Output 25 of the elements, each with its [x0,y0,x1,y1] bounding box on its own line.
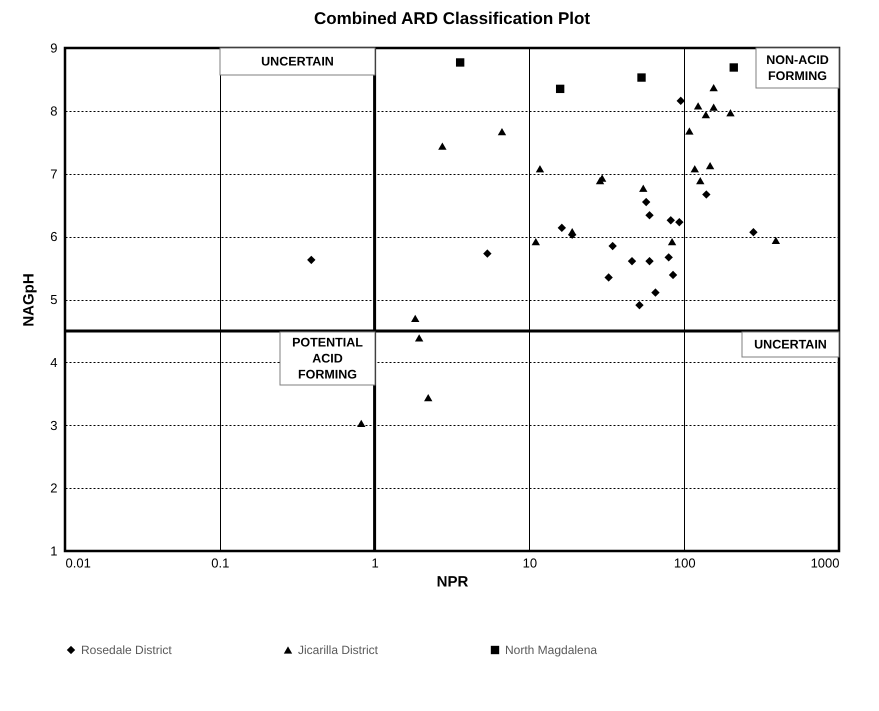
x-tick-label: 100 [674,556,696,570]
annotation: POTENTIAL ACID FORMING [292,336,364,382]
y-tick-label: 3 [50,418,58,433]
x-tick-label: 1000 [810,556,840,570]
x-tick-label: 1 [371,556,379,570]
y-tick-label: 7 [50,166,58,182]
legend-label: Jicarilla District [298,643,379,657]
legend-label: North Magdalena [505,643,598,657]
y-tick-label: 2 [50,480,58,496]
annotation: NON-ACID FORMING [766,53,829,83]
y-tick-label: 8 [50,103,58,118]
y-tick-label: 6 [50,229,58,244]
chart-title: Combined ARD Classification Plot [314,9,590,28]
y-tick-label: 5 [50,292,58,307]
x-tick-label: 0.01 [66,556,91,570]
y-tick-label: 1 [50,544,58,558]
x-tick-label: 0.1 [211,556,230,570]
y-tick-label: 9 [50,40,58,56]
x-tick-label: 10 [522,556,538,570]
annotation: UNCERTAIN [261,54,334,68]
legend-label: Rosedale District [81,643,172,657]
x-axis-title: NPR [436,574,468,590]
y-axis-title: NAGpH [20,273,38,327]
annotation: UNCERTAIN [754,338,827,352]
y-tick-label: 4 [50,354,58,370]
